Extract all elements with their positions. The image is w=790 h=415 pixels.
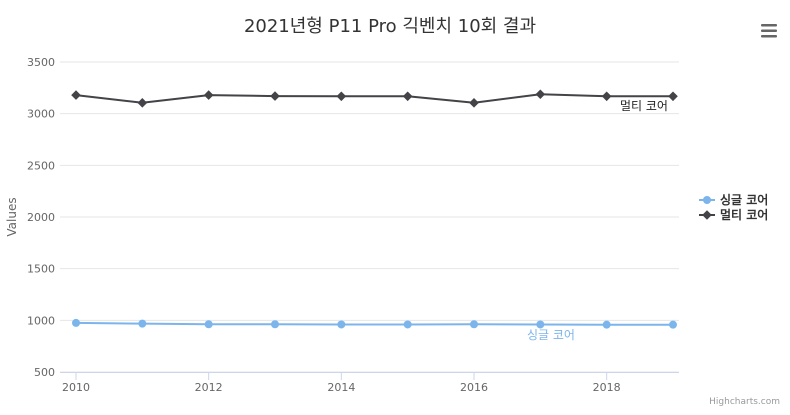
hamburger-menu-icon	[761, 24, 777, 38]
legend-symbol-multi-core[interactable]	[702, 210, 712, 220]
y-axis-title: Values	[5, 197, 19, 236]
legend-symbol-single-core[interactable]	[703, 196, 711, 204]
y-tick-label: 3000	[27, 108, 55, 121]
data-point-single-core[interactable]	[602, 320, 611, 329]
legend-label-single-core: 싱글 코어	[720, 192, 768, 207]
y-tick-label: 2000	[27, 211, 55, 224]
data-point-single-core[interactable]	[72, 318, 80, 327]
chart-title: 2021년형 P11 Pro 긱벤치 10회 결과	[244, 16, 536, 37]
y-axis: 500 1000 1500 2000 2500 3000 3500	[27, 56, 55, 379]
data-point-multi-core[interactable]	[336, 91, 347, 102]
series-line-multi-core[interactable]	[75, 93, 673, 104]
data-point-multi-core[interactable]	[469, 98, 479, 108]
legend-item-single-core[interactable]: 싱글 코어	[699, 192, 768, 207]
y-tick-label: 1500	[27, 263, 55, 276]
data-point-multi-core[interactable]	[535, 89, 546, 100]
x-tick-label: 2016	[460, 381, 488, 394]
x-tick-label: 2018	[593, 381, 621, 394]
data-point-multi-core[interactable]	[71, 90, 81, 100]
data-point-multi-core[interactable]	[137, 98, 148, 108]
legend-item-multi-core[interactable]: 멀티 코어	[699, 207, 768, 222]
data-point-multi-core[interactable]	[270, 91, 280, 101]
y-tick-label: 1000	[27, 314, 55, 327]
series-labels: 싱글 코어 멀티 코어	[527, 99, 668, 342]
data-point-multi-core[interactable]	[601, 91, 612, 102]
data-point-single-core[interactable]	[470, 320, 478, 329]
context-menu-button[interactable]	[755, 18, 783, 44]
series-label-single-core: 싱글 코어	[527, 328, 575, 342]
data-point-multi-core[interactable]	[203, 90, 214, 100]
series-multi-core	[71, 89, 678, 108]
legend-label-multi-core: 멀티 코어	[720, 207, 768, 222]
data-point-single-core[interactable]	[403, 320, 412, 329]
x-axis: 2010 2012 2014 2016 2018	[60, 372, 679, 394]
x-tick-label: 2012	[195, 381, 223, 394]
data-point-multi-core[interactable]	[402, 91, 413, 102]
data-point-single-core[interactable]	[271, 320, 279, 329]
data-point-single-core[interactable]	[204, 320, 213, 329]
y-tick-label: 3500	[27, 56, 55, 69]
data-point-single-core[interactable]	[669, 320, 677, 329]
data-point-multi-core[interactable]	[668, 91, 678, 102]
series-single-core	[72, 318, 677, 329]
credits-link[interactable]: Highcharts.com	[709, 397, 780, 407]
series-line-single-core[interactable]	[75, 321, 673, 326]
data-point-single-core[interactable]	[337, 320, 346, 329]
data-point-single-core[interactable]	[138, 319, 147, 328]
y-tick-label: 500	[34, 366, 55, 379]
x-tick-label: 2014	[327, 381, 355, 394]
series-group	[71, 89, 678, 329]
y-tick-label: 2500	[27, 159, 55, 172]
x-tick-label: 2010	[62, 381, 90, 394]
data-point-single-core[interactable]	[536, 320, 545, 329]
series-label-multi-core: 멀티 코어	[620, 99, 668, 113]
